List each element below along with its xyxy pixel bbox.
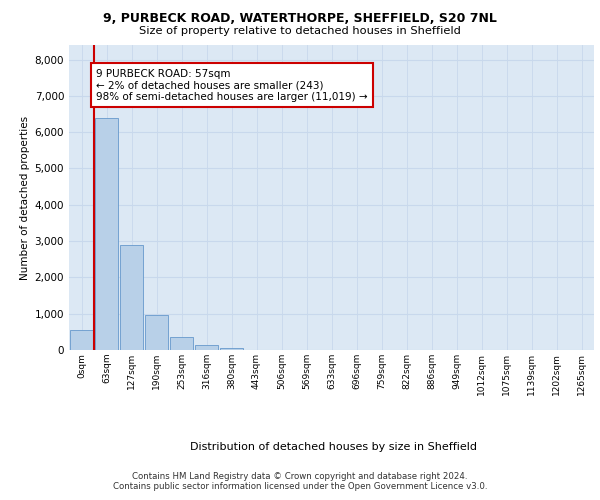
Bar	[145, 315, 168, 350]
Text: 9, PURBECK ROAD, WATERTHORPE, SHEFFIELD, S20 7NL: 9, PURBECK ROAD, WATERTHORPE, SHEFFIELD,…	[103, 12, 497, 26]
Text: Size of property relative to detached houses in Sheffield: Size of property relative to detached ho…	[139, 26, 461, 36]
Bar	[195, 344, 218, 350]
Bar	[70, 330, 93, 350]
Bar	[170, 337, 193, 350]
Text: Contains public sector information licensed under the Open Government Licence v3: Contains public sector information licen…	[113, 482, 487, 491]
Bar	[220, 348, 243, 350]
Text: Contains HM Land Registry data © Crown copyright and database right 2024.: Contains HM Land Registry data © Crown c…	[132, 472, 468, 481]
Y-axis label: Number of detached properties: Number of detached properties	[20, 116, 31, 280]
Text: Distribution of detached houses by size in Sheffield: Distribution of detached houses by size …	[190, 442, 476, 452]
Text: 9 PURBECK ROAD: 57sqm
← 2% of detached houses are smaller (243)
98% of semi-deta: 9 PURBECK ROAD: 57sqm ← 2% of detached h…	[97, 68, 368, 102]
Bar	[95, 118, 118, 350]
Bar	[120, 244, 143, 350]
